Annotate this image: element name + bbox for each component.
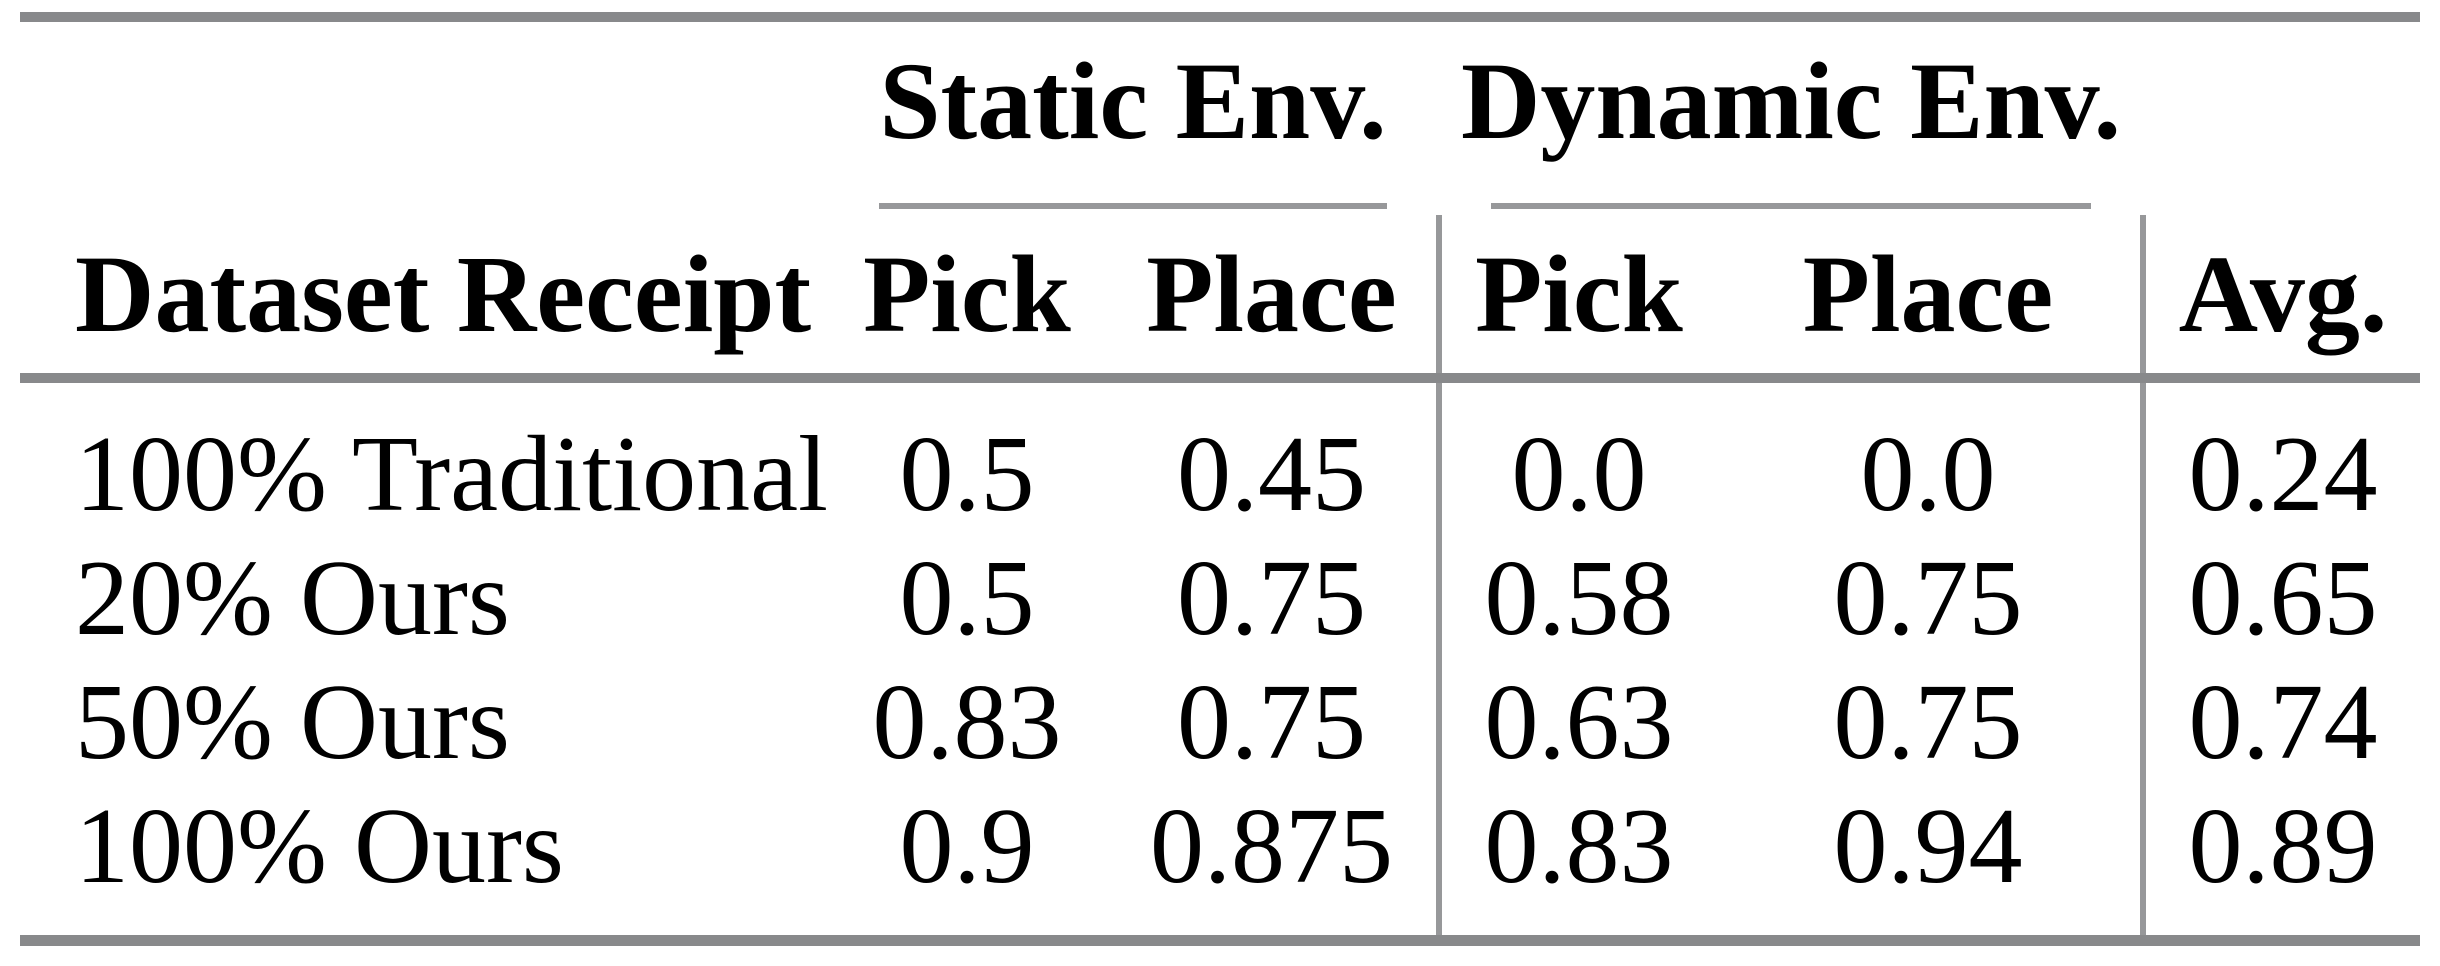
table-cell: 0.83 [1436,785,1716,941]
table-row-100pct-ours: 100% Ours 0.9 0.875 0.83 0.94 0.89 [20,785,2421,941]
table-cell: 0.0 [1436,378,1716,537]
empty-corner-cell [2143,17,2420,215]
table-row-50pct-ours: 50% Ours 0.83 0.75 0.63 0.75 0.74 [20,661,2421,785]
table-cell: 0.75 [1177,663,1366,782]
table-cell: 0.74 [2140,661,2421,785]
dynamic-env-underline [1491,203,2092,209]
table-cell: 0.75 [1833,539,2023,658]
table-cell: 0.0 [1860,415,1996,534]
table-cell: 0.5 [899,415,1035,534]
col-header-static-pick: Pick [827,215,1107,383]
static-env-label: Static Env. [879,40,1387,162]
col-header-dynamic-place: Place [1716,215,2144,383]
table-cell: 0.5 [899,539,1035,658]
col-header-avg: Avg. [2140,215,2421,383]
table-cell: 0.83 [872,663,1062,782]
table-cell: 0.75 [1833,663,2023,782]
empty-corner-cell [20,17,827,215]
table-cell: 0.45 [1177,415,1366,534]
table-cell: 0.875 [1150,787,1393,906]
table-cell: 0.63 [1436,661,1716,785]
table-cell: 0.9 [899,787,1035,906]
group-header-dynamic-env: Dynamic Env. [1439,17,2143,215]
row-label: 100% Ours [75,787,564,906]
col-header-dynamic-pick: Pick [1436,215,1716,383]
table-row-100pct-traditional: 100% Traditional 0.5 0.45 0.0 0.0 0.24 [20,378,2421,537]
row-label: 100% Traditional [75,415,829,534]
group-header-row: Static Env. Dynamic Env. [20,17,2420,215]
table-cell: 0.94 [1833,787,2023,906]
dynamic-env-label: Dynamic Env. [1460,40,2122,162]
table-cell: 0.89 [2140,785,2421,941]
table-cell: 0.24 [2140,378,2421,537]
table-cell: 0.65 [2140,537,2421,661]
group-header-static-env: Static Env. [827,17,1439,215]
row-label: 50% Ours [75,663,510,782]
column-header-row: Dataset Receipt Pick Place Pick Place Av… [20,215,2421,383]
col-header-static-place: Place [1107,215,1439,383]
results-table: Static Env. Dynamic Env. Dataset Receipt… [20,12,2421,946]
row-label: 20% Ours [75,539,510,658]
static-env-underline [879,203,1387,209]
table-cell: 0.58 [1436,537,1716,661]
col-header-dataset-receipt: Dataset Receipt [20,215,827,383]
table-row-20pct-ours: 20% Ours 0.5 0.75 0.58 0.75 0.65 [20,537,2421,661]
table-cell: 0.75 [1177,539,1366,658]
